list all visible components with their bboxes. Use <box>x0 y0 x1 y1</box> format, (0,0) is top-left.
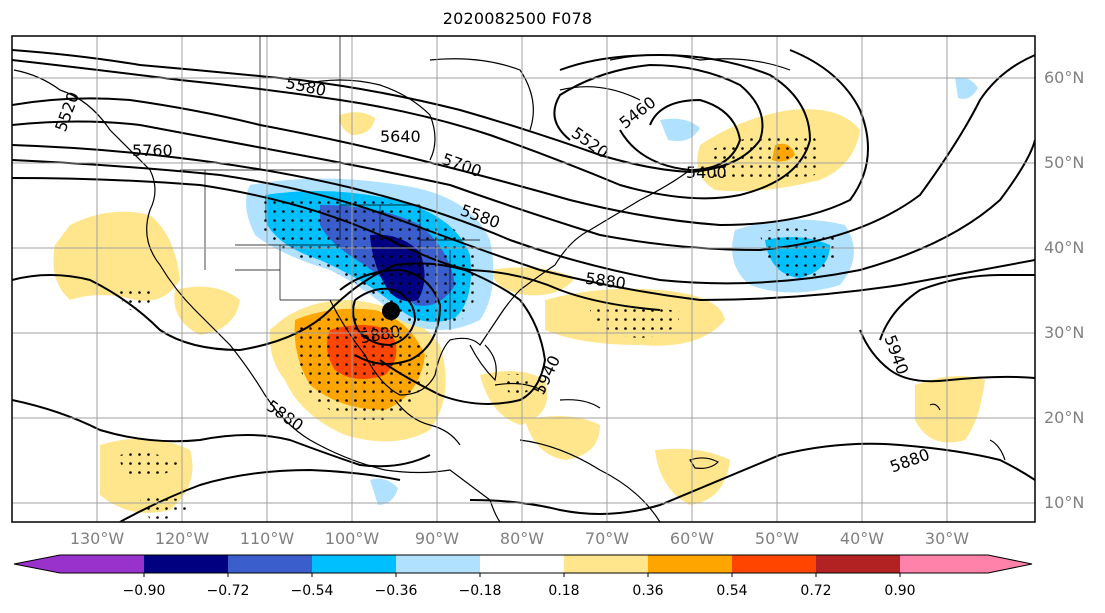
colorbar <box>13 554 1033 577</box>
storm-center-marker <box>382 302 400 320</box>
height-contours <box>12 49 1035 522</box>
lat-label-60n: 60°N <box>1044 68 1085 87</box>
positive-anomaly-central-atlantic <box>915 376 985 443</box>
contour-label: 5400 <box>686 163 727 182</box>
colorbar-tick-label: 0.18 <box>548 583 580 599</box>
map-title: 2020082500 F078 <box>442 9 593 28</box>
negative-anomaly-greenland <box>955 77 978 99</box>
map-frame <box>11 35 1036 523</box>
lon-label-90w: 90°W <box>414 529 460 548</box>
positive-anomaly-arizona <box>174 286 240 335</box>
lon-label-100w: 100°W <box>324 529 380 548</box>
graticule <box>12 36 1035 522</box>
lon-label-130w: 130°W <box>69 529 125 548</box>
colorbar-max-extension <box>988 555 1032 573</box>
lon-label-50w: 50°W <box>754 529 800 548</box>
lon-label-60w: 60°W <box>669 529 715 548</box>
colorbar-tick-label: 0.90 <box>884 583 916 599</box>
anomaly-shading <box>53 77 985 513</box>
contour-label: 5640 <box>380 127 421 146</box>
contour-label: 5940 <box>530 352 564 397</box>
contour-label: 5940 <box>881 332 913 377</box>
contour-label: 5880 <box>887 445 932 477</box>
positive-anomaly-west-coast <box>53 211 180 301</box>
colorbar-tick-label: 0.36 <box>632 583 664 599</box>
colorbar-min-extension <box>14 555 60 573</box>
colorbar-tick-label: −0.54 <box>290 583 334 599</box>
lat-label-30n: 30°N <box>1044 323 1085 342</box>
contour-label: 5760 <box>132 141 173 160</box>
lon-label-80w: 80°W <box>499 529 545 548</box>
colorbar-tick-label: −0.72 <box>206 583 250 599</box>
colorbar-tick-label: −0.90 <box>122 583 166 599</box>
colorbar-tick-label: 0.72 <box>800 583 832 599</box>
negative-anomaly-labrador <box>660 118 700 142</box>
lon-label-70w: 70°W <box>584 529 630 548</box>
lon-label-30w: 30°W <box>924 529 970 548</box>
lat-label-10n: 10°N <box>1044 493 1085 512</box>
positive-anomaly-hudson <box>339 112 375 135</box>
colorbar-tick-label: −0.36 <box>374 583 418 599</box>
colorbar-tick-label: 0.54 <box>716 583 748 599</box>
lat-label-40n: 40°N <box>1044 238 1085 257</box>
colorbar-tick-label: −0.18 <box>458 583 502 599</box>
contour-label: 5520 <box>51 89 83 134</box>
contour-label: 5580 <box>284 73 328 100</box>
lon-label-110w: 110°W <box>239 529 295 548</box>
lat-label-20n: 20°N <box>1044 408 1085 427</box>
lat-label-50n: 50°N <box>1044 153 1085 172</box>
lon-label-120w: 120°W <box>154 529 210 548</box>
lon-label-40w: 40°W <box>839 529 885 548</box>
positive-anomaly-caribbean <box>525 416 600 460</box>
contour-label: 5700 <box>439 149 484 181</box>
negative-anomaly-pacific-small <box>370 478 398 505</box>
